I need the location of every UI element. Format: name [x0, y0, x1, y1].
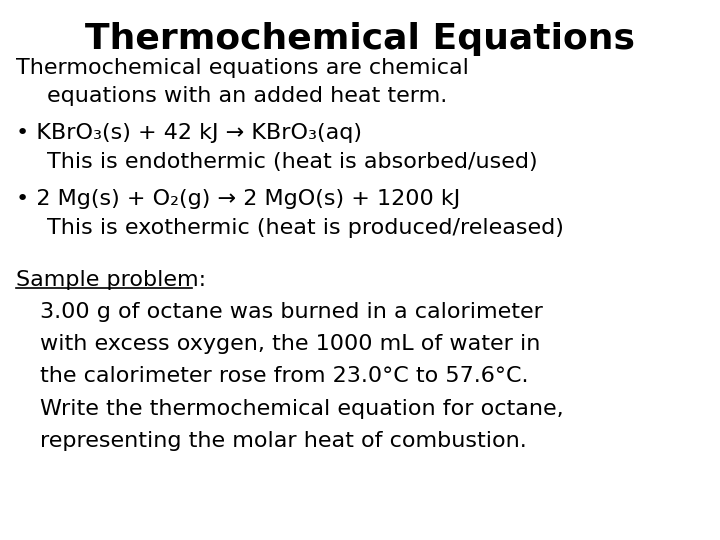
Text: Thermochemical Equations: Thermochemical Equations	[85, 22, 635, 56]
Text: • 2 Mg(s) + O₂(g) → 2 MgO(s) + 1200 kJ: • 2 Mg(s) + O₂(g) → 2 MgO(s) + 1200 kJ	[16, 189, 460, 209]
Text: Write the thermochemical equation for octane,: Write the thermochemical equation for oc…	[40, 399, 563, 418]
Text: 3.00 g of octane was burned in a calorimeter: 3.00 g of octane was burned in a calorim…	[40, 302, 542, 322]
Text: the calorimeter rose from 23.0°C to 57.6°C.: the calorimeter rose from 23.0°C to 57.6…	[40, 366, 528, 386]
Text: equations with an added heat term.: equations with an added heat term.	[47, 86, 447, 106]
Text: Thermochemical equations are chemical: Thermochemical equations are chemical	[16, 58, 469, 78]
Text: with excess oxygen, the 1000 mL of water in: with excess oxygen, the 1000 mL of water…	[40, 334, 540, 354]
Text: • KBrO₃(s) + 42 kJ → KBrO₃(aq): • KBrO₃(s) + 42 kJ → KBrO₃(aq)	[16, 123, 362, 143]
Text: This is exothermic (heat is produced/released): This is exothermic (heat is produced/rel…	[47, 218, 564, 238]
Text: Sample problem:: Sample problem:	[16, 270, 206, 290]
Text: representing the molar heat of combustion.: representing the molar heat of combustio…	[40, 431, 526, 451]
Text: This is endothermic (heat is absorbed/used): This is endothermic (heat is absorbed/us…	[47, 152, 537, 172]
